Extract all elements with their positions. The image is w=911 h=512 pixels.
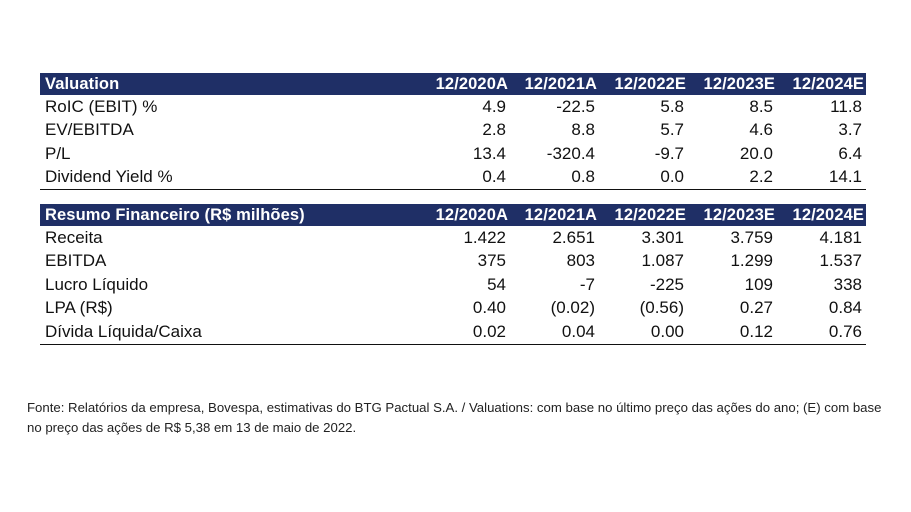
row-label: Dividend Yield % (40, 165, 421, 190)
table-row: EBITDA 375 803 1.087 1.299 1.537 (40, 250, 866, 274)
cell-value: 0.84 (828, 298, 862, 318)
cell-value: 1.087 (641, 251, 684, 271)
column-header: 12/2023E (688, 73, 777, 95)
cell-value: 13.4 (472, 143, 506, 163)
column-header: 12/2023E (688, 204, 777, 226)
cell-value: 0.4 (421, 165, 510, 190)
cell-value: 0.27 (739, 298, 773, 318)
cell-value: 1.422 (463, 227, 506, 247)
cell-value: 4.181 (819, 227, 862, 247)
cell-value: -7 (579, 274, 595, 294)
cell-value: 3.7 (838, 120, 862, 140)
financial-summary-table: Resumo Financeiro (R$ milhões) 12/2020A … (40, 204, 866, 345)
row-label: P/L (45, 143, 71, 163)
column-header: 12/2024E (777, 204, 866, 226)
cell-value: 0.76 (777, 320, 866, 345)
cell-value: 4.6 (749, 120, 773, 140)
valuation-table: Valuation 12/2020A 12/2021A 12/2022E 12/… (40, 73, 866, 190)
row-label: Dívida Líquida/Caixa (40, 320, 421, 345)
cell-value: 109 (744, 274, 773, 294)
table-row: P/L 13.4 -320.4 -9.7 20.0 6.4 (40, 142, 866, 166)
row-label: Lucro Líquido (45, 274, 149, 294)
cell-value: 8.8 (571, 120, 595, 140)
cell-value: 0.04 (510, 320, 599, 345)
cell-value: 11.8 (830, 96, 862, 116)
row-label: Receita (45, 227, 103, 247)
cell-value: 3.759 (730, 227, 773, 247)
cell-value: 4.9 (482, 96, 506, 116)
cell-value: 20.0 (739, 143, 773, 163)
row-label: LPA (R$) (45, 298, 113, 318)
column-header: 12/2022E (599, 204, 688, 226)
cell-value: 2.8 (482, 120, 506, 140)
table-row: Dívida Líquida/Caixa 0.02 0.04 0.00 0.12… (40, 320, 866, 345)
valuation-title: Valuation (40, 73, 421, 95)
cell-value: -9.7 (654, 143, 684, 163)
column-header: 12/2021A (510, 73, 599, 95)
table-row: Dividend Yield % 0.4 0.8 0.0 2.2 14.1 (40, 165, 866, 190)
cell-value: 6.4 (838, 143, 862, 163)
cell-value: 375 (477, 251, 506, 271)
row-label: EBITDA (45, 251, 107, 271)
cell-value: 3.301 (641, 227, 684, 247)
column-header: 12/2022E (599, 73, 688, 95)
cell-value: 338 (833, 274, 862, 294)
row-label: RoIC (EBIT) % (45, 96, 158, 116)
cell-value: 0.12 (688, 320, 777, 345)
table-row: RoIC (EBIT) % 4.9 -22.5 5.8 8.5 11.8 (40, 95, 866, 119)
cell-value: -22.5 (556, 96, 595, 116)
cell-value: 1.537 (819, 251, 862, 271)
table-row: Receita 1.422 2.651 3.301 3.759 4.181 (40, 226, 866, 250)
cell-value: 0.02 (421, 320, 510, 345)
cell-value: 54 (487, 274, 506, 294)
cell-value: -225 (649, 274, 684, 294)
cell-value: 0.8 (510, 165, 599, 190)
cell-value: 5.7 (660, 120, 684, 140)
column-header: 12/2021A (510, 204, 599, 226)
cell-value: 14.1 (777, 165, 866, 190)
cell-value: 0.40 (472, 298, 506, 318)
column-header: 12/2024E (777, 73, 866, 95)
cell-value: 0.0 (599, 165, 688, 190)
cell-value: -320.4 (546, 143, 595, 163)
cell-value: (0.02) (550, 298, 595, 318)
valuation-header-row: Valuation 12/2020A 12/2021A 12/2022E 12/… (40, 73, 866, 95)
cell-value: 1.299 (730, 251, 773, 271)
cell-value: 2.2 (688, 165, 777, 190)
financial-header-row: Resumo Financeiro (R$ milhões) 12/2020A … (40, 204, 866, 226)
table-row: LPA (R$) 0.40 (0.02) (0.56) 0.27 0.84 (40, 297, 866, 321)
cell-value: 0.00 (599, 320, 688, 345)
table-row: Lucro Líquido 54 -7 -225 109 338 (40, 273, 866, 297)
cell-value: (0.56) (639, 298, 684, 318)
column-header: 12/2020A (421, 73, 510, 95)
cell-value: 8.5 (749, 96, 773, 116)
row-label: EV/EBITDA (45, 120, 134, 140)
cell-value: 2.651 (552, 227, 595, 247)
source-footnote: Fonte: Relatórios da empresa, Bovespa, e… (27, 400, 882, 435)
cell-value: 5.8 (660, 96, 684, 116)
cell-value: 803 (566, 251, 595, 271)
financial-summary-title: Resumo Financeiro (R$ milhões) (40, 204, 421, 226)
column-header: 12/2020A (421, 204, 510, 226)
table-row: EV/EBITDA 2.8 8.8 5.7 4.6 3.7 (40, 119, 866, 143)
